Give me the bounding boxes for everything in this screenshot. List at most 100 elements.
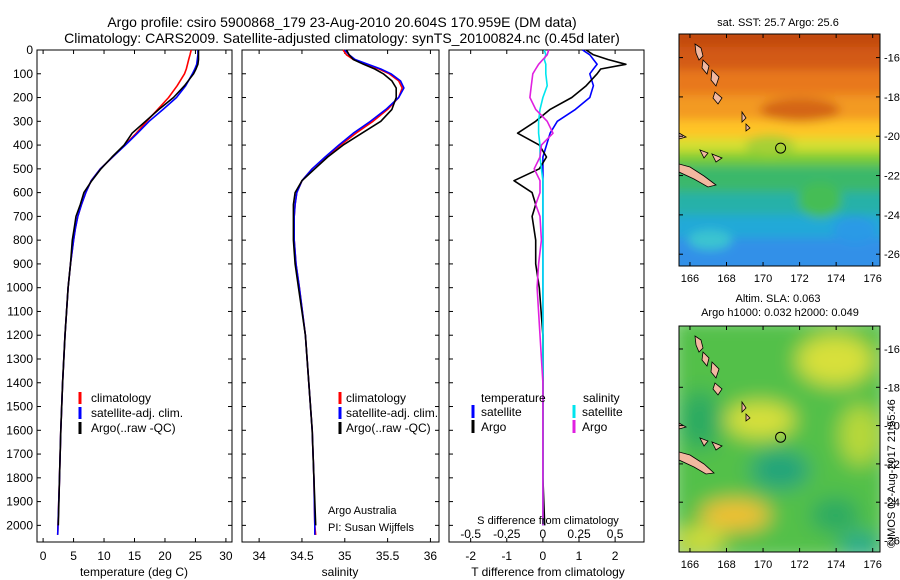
depth-tick-label: 300 (13, 114, 33, 128)
annotation-line-1: Argo Australia (328, 505, 397, 517)
salinity-difference-ticks: -0.5 -0.25 0 0.25 0.5 (460, 527, 623, 541)
salinity-profiles (292, 49, 405, 535)
series-line-climatology (56, 49, 192, 535)
legend-climatology-label: climatology (346, 391, 406, 405)
land-islands (679, 43, 751, 188)
map-y-tick-label: -26 (884, 536, 900, 548)
series-line-t-argo (513, 49, 627, 526)
depth-tick-label: 600 (13, 186, 33, 200)
s-tick-label: -0.25 (493, 527, 521, 541)
sst-map-title: sat. SST: 25.7 Argo: 25.6 (717, 17, 839, 29)
depth-tick-label: 200 (13, 91, 33, 105)
map-y-tick-label: -18 (884, 382, 900, 394)
depth-tick-label: 1600 (6, 423, 33, 437)
sla-map-title: Altim. SLA: 0.063 (736, 293, 821, 305)
x-tick-label: 35.5 (376, 549, 400, 563)
difference-legend: temperature salinity satellite Argo sate… (471, 391, 623, 434)
difference-profiles (513, 49, 627, 526)
map-y-tick-label: -22 (884, 459, 900, 471)
x-tick-label: 34 (252, 549, 266, 563)
depth-tick-label: 1400 (6, 376, 33, 390)
sst-field (679, 34, 880, 266)
map-y-tick-label: -24 (884, 210, 900, 222)
map-y-tick-label: -16 (884, 53, 900, 65)
depth-tick-label: 1900 (6, 495, 33, 509)
sst-map-x-axis: 166 168 170 172 174 176 (681, 34, 882, 285)
x-tick-label: 15 (128, 549, 142, 563)
salinity-xlabel: salinity (322, 565, 359, 579)
difference-x-axis: -2 -1 0 1 2 (465, 50, 619, 563)
credit-text: ©IMOS 02-Aug-2017 21:55:46 (886, 399, 898, 548)
depth-tick-label: 1800 (6, 471, 33, 485)
map-y-tick-label: -22 (884, 171, 900, 183)
difference-depth-ticks (449, 49, 644, 526)
legend-satellite-label: satellite-adj. clim. (346, 406, 438, 420)
depth-tick-label: 1100 (7, 304, 33, 318)
temperature-axes-frame (36, 49, 233, 543)
depth-tick-label: 500 (13, 162, 33, 176)
series-line-s-satellite (537, 49, 549, 526)
depth-tick-label: 0 (26, 43, 33, 57)
legend-temperature-header: temperature (481, 391, 546, 405)
profile-location-marker (775, 142, 787, 154)
difference-panel: -2 -1 0 1 2 -0.5 -0.25 0 0.25 0.5 T difference f… (448, 49, 645, 579)
map-y-tick-label: -24 (884, 497, 900, 509)
temperature-panel: 0100200300400500600700800900100011001200… (6, 43, 233, 579)
salinity-axes-frame (241, 49, 440, 543)
sst-map-y-axis: -16 -18 -20 -22 -24 -26 (679, 53, 900, 261)
map-y-tick-label: -26 (884, 249, 900, 261)
title-line-2: Climatology: CARS2009. Satellite-adjuste… (64, 30, 620, 46)
depth-tick-label: 1500 (6, 400, 33, 414)
series-line-satellite (293, 49, 405, 535)
map-x-tick-label: 168 (717, 559, 735, 571)
map-x-tick-label: 170 (754, 559, 772, 571)
sla-map-subtitle: Argo h1000: 0.032 h2000: 0.049 (701, 307, 859, 319)
legend-t-satellite-label: satellite (481, 405, 522, 419)
salinity-depth-ticks (242, 49, 439, 526)
series-line-argo (292, 49, 398, 526)
map-y-tick-label: -20 (884, 131, 900, 143)
map-x-tick-label: 174 (827, 273, 845, 285)
s-tick-label: 0.5 (607, 527, 624, 541)
map-y-tick-label: -16 (884, 344, 900, 356)
x-tick-label: 20 (158, 549, 172, 563)
title-line-1: Argo profile: csiro 5900868_179 23-Aug-2… (107, 14, 576, 30)
depth-tick-label: 800 (13, 233, 33, 247)
difference-axes-frame (448, 49, 645, 543)
legend-argo-label: Argo(..raw -QC) (346, 421, 431, 435)
difference-xlabel: T difference from climatology (471, 565, 625, 579)
series-line-satellite (56, 50, 199, 535)
map-x-tick-label: 172 (790, 273, 808, 285)
x-tick-label: 25 (189, 549, 203, 563)
difference-xlabel-top: S difference from climatology (477, 515, 619, 527)
sla-map-frame (678, 325, 881, 553)
x-tick-label: 36 (424, 549, 438, 563)
temperature-xlabel: temperature (deg C) (80, 565, 188, 579)
map-x-tick-label: 170 (754, 273, 772, 285)
annotation-line-2: PI: Susan Wijffels (328, 522, 414, 534)
s-tick-label: -0.5 (460, 527, 481, 541)
salinity-legend: climatology satellite-adj. clim. Argo(..… (338, 391, 438, 435)
depth-tick-label: 700 (13, 209, 33, 223)
temperature-legend: climatology satellite-adj. clim. Argo(..… (78, 391, 183, 435)
x-tick-label: 5 (70, 549, 77, 563)
map-x-tick-label: 166 (681, 273, 699, 285)
salinity-panel: 34 34.5 35 35.5 36 salinity climatology sate… (241, 49, 440, 579)
legend-s-satellite-label: satellite (582, 405, 623, 419)
x-tick-label: 34.5 (290, 549, 314, 563)
temperature-x-axis: 0 5 10 15 20 25 30 (40, 50, 233, 563)
legend-t-argo-label: Argo (481, 420, 507, 434)
legend-satellite-label: satellite-adj. clim. (91, 406, 183, 420)
sla-map-y-axis: -16 -18 -20 -22 -24 -26 (679, 344, 900, 548)
x-tick-label: 35 (338, 549, 352, 563)
depth-tick-label: 100 (13, 67, 33, 81)
sla-map-panel: Altim. SLA: 0.063 Argo h1000: 0.032 h200… (678, 293, 900, 571)
map-x-tick-label: 172 (790, 559, 808, 571)
x-tick-label: -1 (501, 549, 512, 563)
map-y-tick-label: -20 (884, 421, 900, 433)
sst-map-frame (678, 33, 881, 267)
map-x-tick-label: 176 (864, 559, 882, 571)
s-tick-label: 0 (540, 527, 547, 541)
sla-map-x-axis: 166 168 170 172 174 176 (681, 326, 882, 571)
legend-climatology-label: climatology (91, 391, 151, 405)
